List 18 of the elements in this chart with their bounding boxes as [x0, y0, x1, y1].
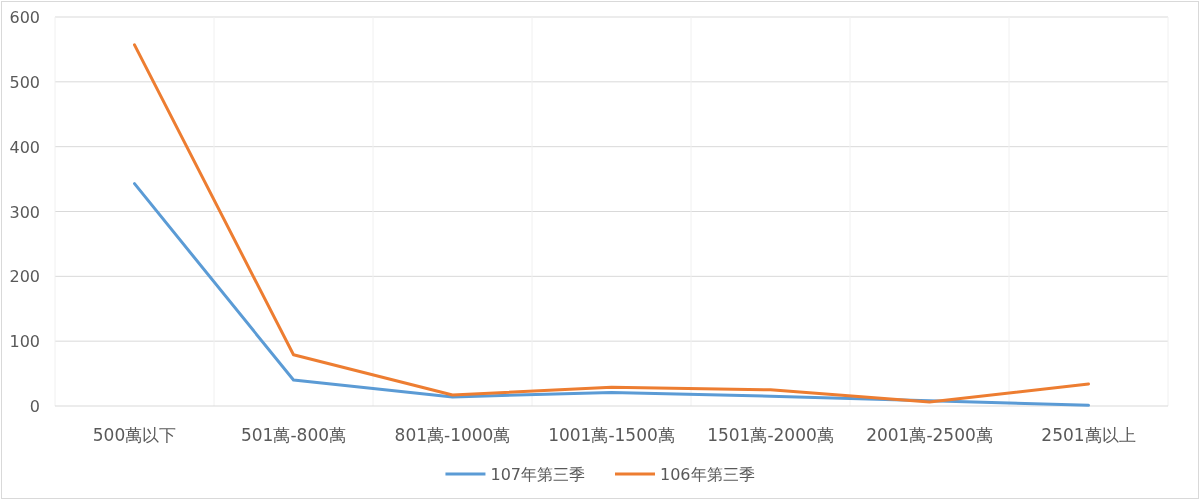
line-series: [133, 43, 1090, 404]
y-tick-label: 400: [9, 137, 40, 157]
y-tick-label: 200: [9, 267, 40, 287]
x-tick-label: 1501萬-2000萬: [707, 425, 834, 445]
x-tick-label: 500萬以下: [92, 425, 177, 445]
y-tick-label: 300: [9, 202, 40, 222]
x-tick-label: 2001萬-2500萬: [866, 425, 993, 445]
line-series: [133, 182, 1090, 407]
x-tick-label: 801萬-1000萬: [394, 425, 511, 445]
y-tick-label: 500: [9, 72, 40, 92]
y-tick-label: 100: [9, 332, 40, 352]
legend-label: 106年第三季: [660, 465, 755, 484]
x-tick-label: 1001萬-1500萬: [548, 425, 675, 445]
x-tick-label: 2501萬以上: [1041, 425, 1136, 445]
y-tick-label: 0: [29, 397, 40, 416]
x-tick-label: 501萬-800萬: [240, 425, 347, 445]
legend-label: 107年第三季: [490, 465, 585, 484]
y-tick-label: 600: [9, 8, 40, 27]
